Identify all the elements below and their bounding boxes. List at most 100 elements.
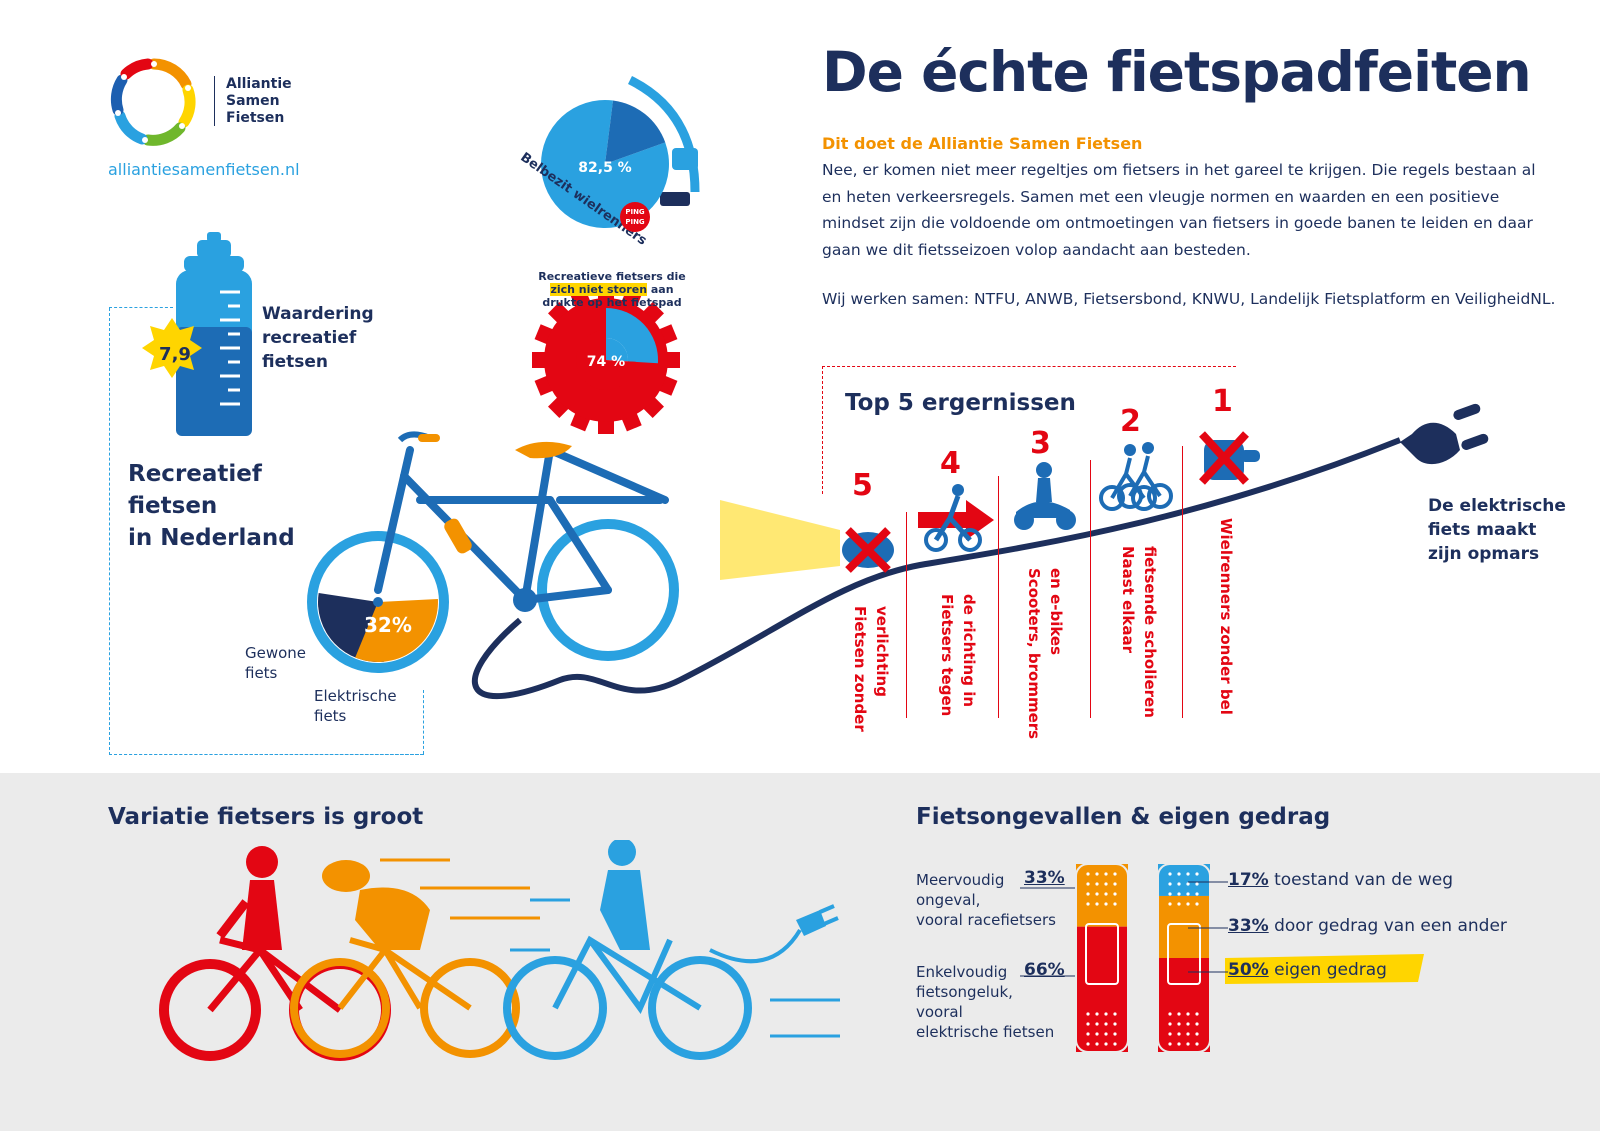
scooter-icon bbox=[1014, 462, 1076, 530]
logo-line3: Fietsen bbox=[226, 110, 285, 126]
oorzaak-row-3: 50% eigen gedrag bbox=[1228, 960, 1387, 980]
bandage-left-segment-1 bbox=[1076, 926, 1128, 1052]
top5-divider-4 bbox=[1182, 446, 1183, 718]
rating-label: Waardering recreatief fietsen bbox=[262, 302, 374, 374]
ongeval-left-2-row: Enkelvoudig 66% bbox=[916, 960, 1076, 982]
variatie-title: Variatie fietsers is groot bbox=[108, 804, 424, 830]
bandage-left-dot bbox=[1104, 902, 1108, 906]
bandage-right-dot bbox=[1186, 872, 1190, 876]
oorzaak-2-text: door gedrag van een ander bbox=[1274, 916, 1507, 936]
bandage-left-dot bbox=[1086, 1022, 1090, 1026]
top5-label-4-a: Fietsers tegen bbox=[938, 594, 956, 717]
bandage-right-dot bbox=[1186, 1032, 1190, 1036]
bandage-right-dot bbox=[1195, 892, 1199, 896]
label-gewone-fiets-2: fiets bbox=[245, 664, 278, 682]
ongeval-left-2-l1: Enkelvoudig bbox=[916, 963, 1008, 981]
rating-label-line3: fietsen bbox=[262, 352, 329, 372]
bandage-right-dot bbox=[1177, 872, 1181, 876]
bike-saddle bbox=[515, 441, 572, 459]
top5-label-5: Fietsen zonder verlichting bbox=[850, 606, 892, 732]
bandage-right-dot bbox=[1186, 882, 1190, 886]
bandage-left-dot bbox=[1095, 892, 1099, 896]
highlight-marker bbox=[1225, 954, 1424, 984]
bandage-right-dot bbox=[1168, 902, 1172, 906]
rating-value: 7,9 bbox=[159, 344, 191, 365]
ongeval-left-1-l2: ongeval, bbox=[916, 891, 981, 909]
bell-lever bbox=[672, 148, 698, 170]
bandage-left bbox=[1075, 863, 1129, 1053]
oorzaak-2-pct: 33% bbox=[1228, 916, 1269, 936]
gear-label: Recreatieve fietsers die zich niet store… bbox=[532, 270, 692, 309]
website-link[interactable]: alliantiesamenfietsen.nl bbox=[108, 160, 300, 179]
bell-pie-slice-0 bbox=[541, 99, 669, 228]
bike-bottle bbox=[444, 518, 472, 554]
bandage-left-segment-0 bbox=[1076, 864, 1128, 927]
top5-rank-5: 5 bbox=[852, 468, 873, 503]
gear-tooth bbox=[532, 352, 548, 368]
oorzaak-3-text: eigen gedrag bbox=[1274, 960, 1387, 980]
bandage-right-dot bbox=[1177, 882, 1181, 886]
bandage-left-dot bbox=[1104, 872, 1108, 876]
top5-rank-2: 2 bbox=[1120, 404, 1141, 439]
top5-label-5-a: Fietsen zonder bbox=[851, 606, 869, 732]
bandage-right-dot bbox=[1168, 1012, 1172, 1016]
bandage-right-dot bbox=[1177, 892, 1181, 896]
wheel-hub bbox=[373, 597, 383, 607]
intro-text: Nee, er komen niet meer regeltjes om fie… bbox=[822, 161, 1536, 259]
top5-label-4: Fietsers tegen de richting in bbox=[937, 594, 979, 716]
top5-divider-1 bbox=[906, 512, 907, 718]
label-gewone-fiets-1: Gewone bbox=[245, 644, 307, 662]
top5-label-3-a: Scooters, brommers bbox=[1025, 568, 1043, 740]
bandage-left-dot bbox=[1113, 882, 1117, 886]
recreatief-box-right bbox=[423, 690, 424, 754]
oorzaak-3-pct: 50% bbox=[1228, 960, 1269, 980]
bike-rear-wheel bbox=[537, 519, 679, 661]
bandage-left-dot bbox=[1113, 902, 1117, 906]
bandage-left-dot bbox=[1095, 1042, 1099, 1046]
alliantie-logo-icon bbox=[110, 58, 196, 146]
top5-divider-2 bbox=[998, 476, 999, 718]
orange-cyclist-icon bbox=[290, 858, 540, 1058]
bandage-right-segment-0 bbox=[1158, 864, 1210, 896]
gear-pie-slice-inner bbox=[606, 338, 628, 362]
gear-pie bbox=[544, 298, 668, 422]
gear-pie-slice-main bbox=[576, 330, 636, 390]
recreatief-heading: Recreatief fietsen in Nederland bbox=[128, 458, 295, 554]
label-elektrische-fiets-2: fiets bbox=[314, 707, 347, 725]
bandage-left-dot bbox=[1104, 1022, 1108, 1026]
cord-line bbox=[471, 437, 1402, 699]
bandage-left-dot bbox=[1095, 872, 1099, 876]
label-elektrische-fiets-1: Elektrische bbox=[314, 687, 397, 705]
plug-label-3: zijn opmars bbox=[1428, 544, 1540, 564]
bandage-right-segment-2 bbox=[1158, 958, 1210, 1052]
bandage-right-dot bbox=[1186, 1022, 1190, 1026]
top5-border-left bbox=[822, 366, 823, 494]
bandage-right-pad bbox=[1167, 923, 1201, 985]
bandage-left-dot bbox=[1095, 1032, 1099, 1036]
ongevallen-title: Fietsongevallen & eigen gedrag bbox=[916, 804, 1331, 830]
bandage-left-dot bbox=[1104, 882, 1108, 886]
page-title: De échte fietspadfeiten bbox=[822, 40, 1532, 104]
ongeval-left-2: Enkelvoudig 66% fietsongeluk, vooral ele… bbox=[916, 960, 1076, 1042]
headlight-beam bbox=[720, 500, 840, 580]
bandage-right-dot bbox=[1177, 902, 1181, 906]
recreatief-heading-2: fietsen bbox=[128, 493, 218, 519]
plug-label: De elektrische fiets maakt zijn opmars bbox=[1428, 494, 1566, 566]
water-bottle-icon bbox=[142, 232, 252, 436]
bandage-left-dot bbox=[1104, 1012, 1108, 1016]
bandage-left-dot bbox=[1095, 1022, 1099, 1026]
bandage-right-dot bbox=[1195, 882, 1199, 886]
bandage-left-dot bbox=[1086, 882, 1090, 886]
ongeval-left-1-l3: vooral racefietsers bbox=[916, 911, 1056, 929]
bandage-left-dot bbox=[1086, 1032, 1090, 1036]
bike-front-wheel bbox=[307, 531, 449, 673]
intro-subtitle: Dit doet de Alliantie Samen Fietsen bbox=[822, 134, 1143, 153]
bandage-right-outline bbox=[1157, 863, 1211, 1053]
gear-tooth bbox=[664, 352, 680, 368]
bandage-left-dot bbox=[1113, 1032, 1117, 1036]
bandage-right-dot bbox=[1186, 902, 1190, 906]
bandage-right-dot bbox=[1186, 1012, 1190, 1016]
pie-label-elektrisch: 32% bbox=[364, 613, 412, 637]
partners-text: Wij werken samen: NTFU, ANWB, Fietsersbo… bbox=[822, 290, 1556, 308]
bandage-right-dot bbox=[1195, 1012, 1199, 1016]
